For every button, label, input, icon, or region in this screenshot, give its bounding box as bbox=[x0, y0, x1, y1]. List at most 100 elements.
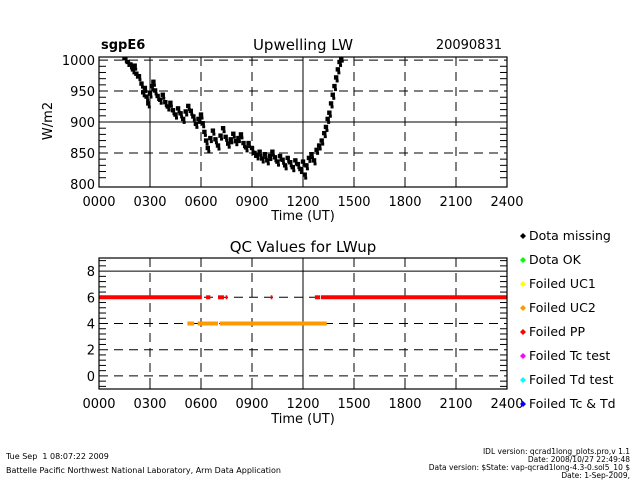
data-point bbox=[220, 125, 226, 131]
data-point bbox=[205, 142, 209, 146]
legend-marker-icon bbox=[520, 257, 526, 263]
upper-y-axis-label: W/m2 bbox=[41, 102, 56, 140]
data-point bbox=[262, 151, 267, 157]
data-point bbox=[235, 143, 239, 147]
data-point bbox=[217, 147, 221, 151]
data-point bbox=[316, 143, 322, 148]
data-point bbox=[203, 138, 209, 143]
data-point bbox=[337, 71, 341, 75]
lower-x-axis-label: Time (UT) bbox=[270, 412, 335, 427]
data-point bbox=[230, 141, 234, 145]
data-point bbox=[132, 63, 137, 68]
data-point bbox=[302, 163, 306, 167]
data-point bbox=[139, 81, 144, 86]
data-point bbox=[302, 172, 307, 177]
upper-data-points bbox=[120, 57, 344, 180]
data-point bbox=[248, 145, 252, 149]
data-point bbox=[215, 143, 221, 148]
data-point bbox=[165, 104, 171, 109]
data-point bbox=[340, 59, 344, 63]
data-point bbox=[144, 89, 148, 93]
data-point bbox=[337, 59, 342, 65]
data-point bbox=[299, 171, 303, 175]
data-point bbox=[292, 169, 296, 173]
data-point bbox=[149, 95, 153, 99]
data-point bbox=[275, 159, 280, 164]
y-tick-label: 4 bbox=[87, 318, 95, 333]
data-point bbox=[270, 149, 275, 154]
date-label: 20090831 bbox=[436, 38, 502, 53]
site-label: sgpE6 bbox=[101, 38, 145, 53]
y-tick-label: 850 bbox=[70, 147, 95, 162]
footer-timestamp: Tue Sep 1 08:07:22 2009 bbox=[6, 452, 109, 461]
legend-marker-icon bbox=[520, 305, 526, 311]
data-point bbox=[231, 131, 236, 136]
data-point bbox=[130, 67, 136, 72]
footer-organization: Battelle Pacific Northwest National Labo… bbox=[6, 466, 281, 475]
data-point bbox=[318, 147, 322, 151]
data-point bbox=[272, 155, 278, 160]
x-tick-label: 0600 bbox=[184, 397, 217, 412]
data-point bbox=[226, 141, 231, 146]
data-point bbox=[185, 113, 189, 117]
data-point bbox=[243, 145, 249, 150]
data-point bbox=[241, 140, 246, 146]
data-point bbox=[208, 135, 213, 141]
data-point bbox=[333, 75, 339, 80]
data-point bbox=[245, 149, 249, 153]
data-point bbox=[321, 142, 325, 146]
lower-chart-title: QC Values for LWup bbox=[230, 238, 377, 256]
data-point bbox=[180, 116, 186, 122]
data-point bbox=[147, 91, 153, 96]
data-point bbox=[138, 78, 142, 82]
data-point bbox=[288, 160, 293, 165]
data-point bbox=[237, 140, 241, 144]
data-point bbox=[218, 133, 223, 138]
data-point bbox=[125, 59, 131, 65]
data-point bbox=[232, 135, 236, 139]
legend-marker-icon bbox=[520, 401, 526, 407]
data-point bbox=[175, 106, 181, 111]
data-point bbox=[328, 114, 332, 118]
data-point bbox=[300, 159, 306, 164]
data-point bbox=[335, 67, 341, 72]
data-point bbox=[128, 62, 133, 67]
data-point bbox=[265, 158, 270, 163]
data-point bbox=[142, 94, 146, 98]
data-point bbox=[267, 153, 273, 159]
data-point bbox=[314, 147, 319, 153]
data-point bbox=[280, 157, 285, 162]
upper-y-tick-labels: 800 850 900 950 1000 bbox=[62, 54, 95, 193]
data-point bbox=[325, 128, 329, 132]
data-point bbox=[240, 136, 244, 140]
x-tick-label: 1500 bbox=[337, 195, 370, 210]
data-point bbox=[146, 98, 150, 102]
data-point bbox=[155, 93, 160, 99]
legend-label: Foiled Tc & Td bbox=[529, 396, 616, 411]
footer-idl-date: Date: 2008/10/27 22:49:48 bbox=[527, 455, 630, 464]
data-point bbox=[203, 133, 207, 137]
data-point bbox=[316, 151, 320, 155]
legend-marker-icon bbox=[520, 377, 526, 383]
lower-y-tick-labels: 0 2 4 6 8 bbox=[87, 265, 95, 385]
data-point bbox=[188, 108, 193, 114]
data-point bbox=[311, 156, 314, 160]
data-point bbox=[313, 162, 317, 166]
data-point bbox=[327, 120, 331, 124]
data-point bbox=[233, 138, 239, 144]
data-point bbox=[182, 120, 186, 124]
data-point bbox=[152, 88, 158, 93]
data-point bbox=[196, 116, 201, 122]
data-point bbox=[322, 130, 327, 136]
data-point bbox=[134, 67, 138, 71]
data-point bbox=[332, 96, 336, 100]
data-point bbox=[202, 129, 207, 135]
data-point bbox=[323, 135, 327, 139]
data-point bbox=[304, 176, 308, 180]
data-point bbox=[209, 140, 213, 144]
data-point bbox=[146, 101, 151, 106]
data-point bbox=[277, 163, 280, 167]
x-tick-label: 1800 bbox=[388, 397, 421, 412]
data-point bbox=[246, 140, 251, 146]
